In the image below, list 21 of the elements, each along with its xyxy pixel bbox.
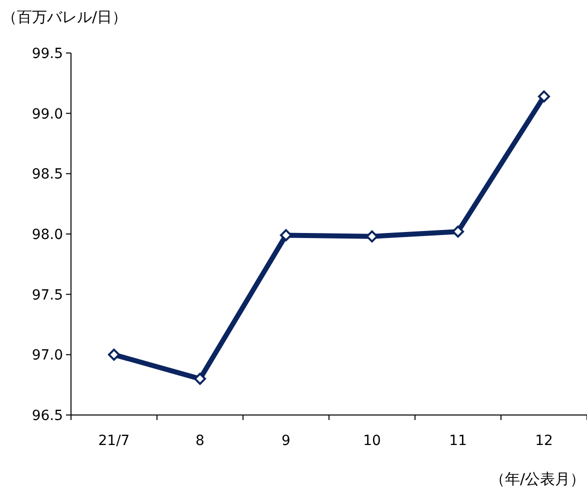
point: [538, 90, 550, 102]
x-tick-label: 11: [449, 433, 467, 449]
x-axis-title: （年/公表月）: [490, 470, 585, 488]
point: [366, 230, 378, 242]
point: [452, 226, 464, 238]
y-axis-title: （百万バレル/日）: [2, 8, 128, 26]
point: [108, 348, 120, 361]
x-tick-label: 21/7: [98, 433, 130, 449]
x-tick-label: 12: [535, 433, 553, 449]
y-tick-label: 96.5: [32, 408, 63, 424]
y-tick-label: 99.5: [32, 46, 63, 62]
y-tick-label: 97.0: [32, 348, 63, 364]
y-tick-label: 98.0: [32, 227, 63, 243]
x-tick-label: 9: [282, 433, 290, 449]
x-tick-label: 10: [363, 433, 381, 449]
x-tick-label: 8: [196, 433, 204, 449]
y-tick-label: 97.5: [32, 287, 63, 304]
point: [280, 229, 292, 242]
point: [194, 372, 206, 385]
y-tick-label: 99.0: [32, 106, 63, 122]
y-tick-label: 98.5: [32, 166, 63, 183]
